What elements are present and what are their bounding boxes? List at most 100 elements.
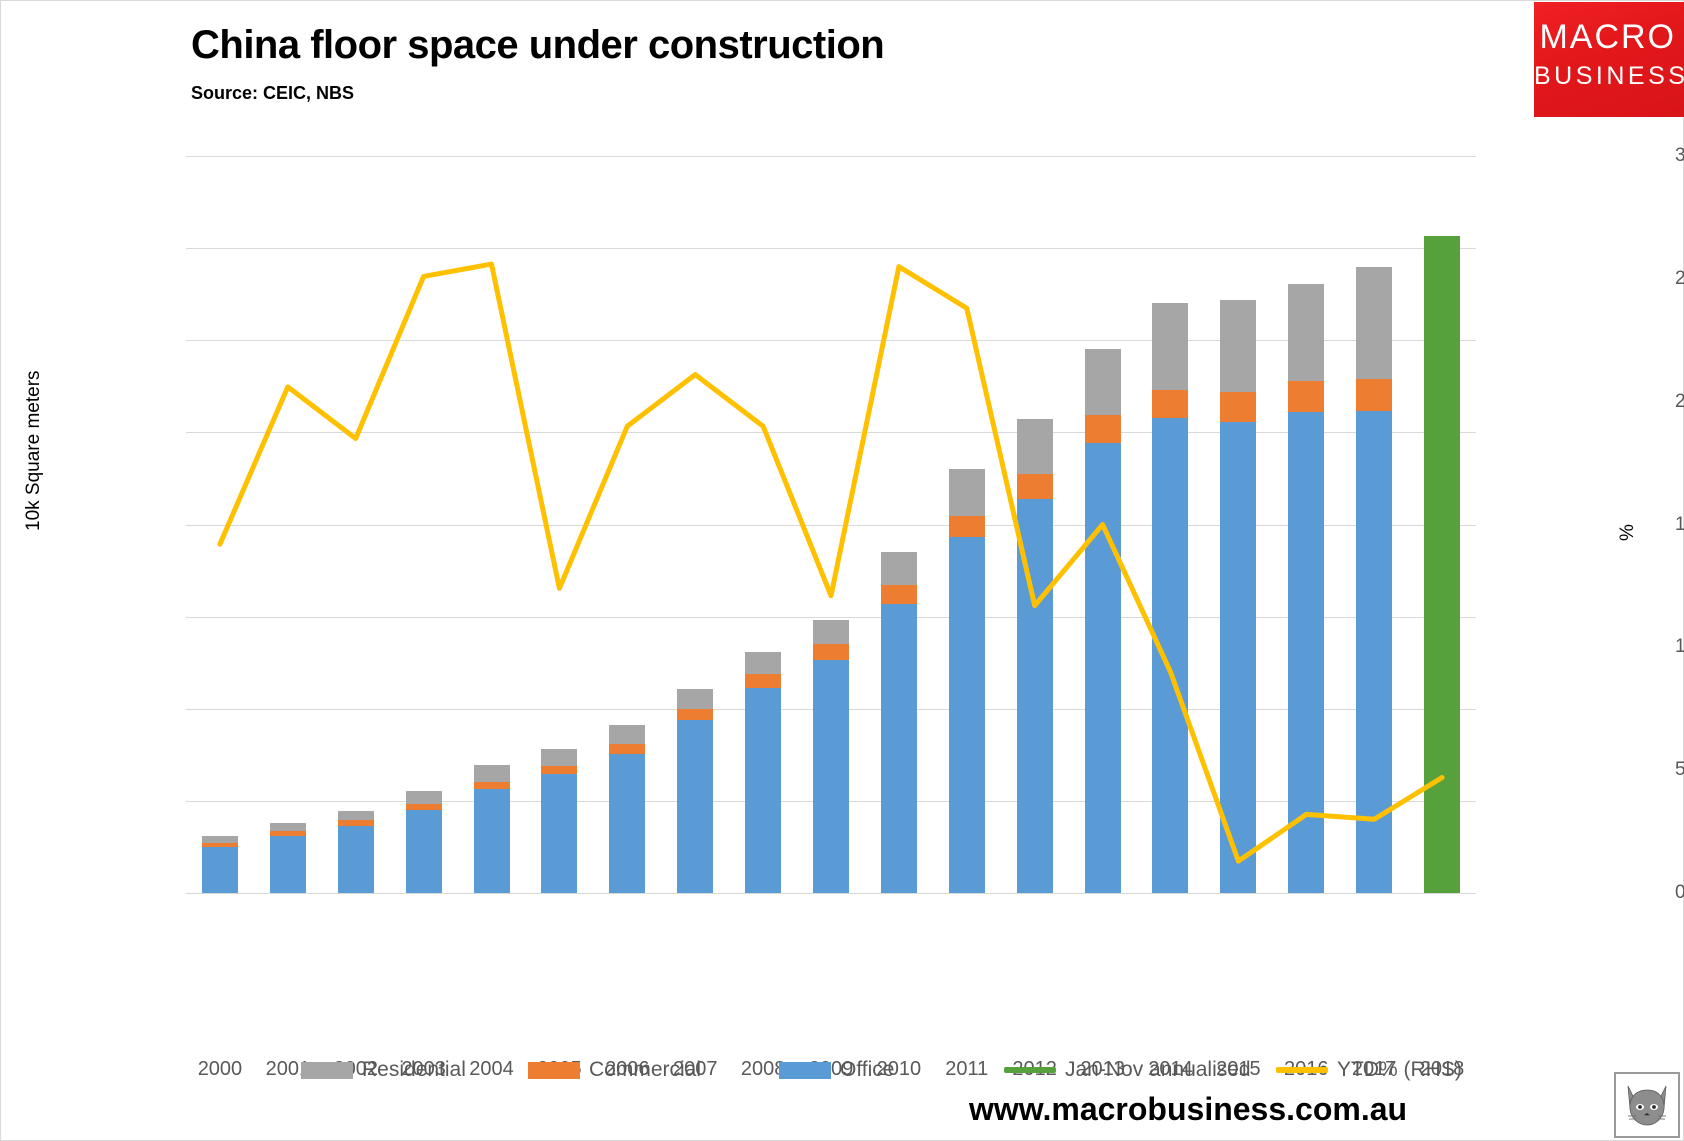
bar-segment-commercial[interactable] bbox=[813, 644, 849, 660]
bar-column[interactable] bbox=[473, 156, 510, 893]
bar-segment-residential[interactable] bbox=[337, 811, 374, 821]
bar-segment-commercial[interactable] bbox=[1152, 390, 1189, 418]
bar-segment-office[interactable] bbox=[677, 719, 714, 893]
bar-segment-residential[interactable] bbox=[948, 469, 985, 517]
bar-column[interactable] bbox=[1152, 156, 1189, 893]
bar-segment-residential[interactable] bbox=[1220, 299, 1257, 392]
bar-segment-office[interactable] bbox=[269, 835, 306, 893]
chart-legend: Residential Commercial Office Jan-Nov annua… bbox=[1, 1054, 1684, 1094]
bar-segment-office[interactable] bbox=[1016, 498, 1053, 893]
bar-segment-residential[interactable] bbox=[405, 790, 442, 804]
secondary-y-axis-tick-label: 20 bbox=[1675, 390, 1684, 412]
bar-segment-commercial[interactable] bbox=[1288, 380, 1325, 413]
gridline-y-5000000 bbox=[186, 432, 1476, 434]
bar-column[interactable] bbox=[609, 156, 646, 893]
legend-label: YTD% (RHS) bbox=[1337, 1058, 1462, 1081]
x-axis-tick-label: 2014 bbox=[1148, 1058, 1193, 1080]
bar-segment-office[interactable] bbox=[541, 774, 578, 893]
gridline-y-7000000 bbox=[186, 248, 1476, 250]
bar-segment-residential[interactable] bbox=[609, 725, 646, 744]
x-axis-tick-label: 2017 bbox=[1351, 1058, 1397, 1080]
ytd-percent-line-series bbox=[217, 261, 1445, 864]
legend-item[interactable]: YTD% (RHS) bbox=[1276, 1054, 1462, 1086]
x-axis-tick-label: 2008 bbox=[740, 1058, 786, 1080]
legend-swatch-icon bbox=[528, 1061, 580, 1079]
site-url: www.macrobusiness.com.au bbox=[969, 1091, 1408, 1127]
bar-column[interactable] bbox=[1084, 156, 1121, 893]
gridline-y-6000000 bbox=[186, 340, 1476, 342]
legend-label: Commercial bbox=[589, 1058, 702, 1081]
bar-segment-commercial[interactable] bbox=[269, 831, 306, 836]
bar-segment-residential[interactable] bbox=[1016, 418, 1053, 474]
bar-segment-office[interactable] bbox=[405, 810, 442, 893]
bar-segment-residential[interactable] bbox=[1288, 284, 1325, 381]
bar-column[interactable] bbox=[948, 156, 985, 893]
legend-item[interactable]: Jan-Nov annualised bbox=[1004, 1054, 1251, 1086]
bar-segment-commercial[interactable] bbox=[880, 585, 917, 604]
bar-segment-residential[interactable] bbox=[677, 689, 714, 709]
bar-segment-commercial[interactable] bbox=[405, 803, 442, 811]
x-axis-tick-label: 2004 bbox=[469, 1058, 514, 1080]
bar-segment-residential[interactable] bbox=[813, 620, 849, 645]
bar-segment-commercial[interactable] bbox=[677, 708, 714, 720]
bar-segment-commercial[interactable] bbox=[1016, 473, 1053, 499]
bar-segment-commercial[interactable] bbox=[337, 820, 374, 826]
bar-column[interactable] bbox=[1016, 156, 1053, 893]
legend-item[interactable]: Commercial bbox=[528, 1054, 701, 1086]
bar-segment-residential[interactable] bbox=[269, 823, 306, 832]
x-axis-tick-label: 2006 bbox=[605, 1058, 650, 1080]
bar-segment-residential[interactable] bbox=[745, 651, 782, 674]
bar-segment-residential[interactable] bbox=[473, 764, 510, 782]
bar-column[interactable] bbox=[813, 156, 849, 893]
bar-column[interactable] bbox=[337, 156, 374, 893]
bar-segment-office[interactable] bbox=[1152, 417, 1189, 893]
bar-column[interactable] bbox=[541, 156, 578, 893]
legend-label: Office bbox=[840, 1058, 895, 1081]
bar-segment-office[interactable] bbox=[880, 603, 917, 893]
bar-segment-office[interactable] bbox=[609, 753, 646, 893]
bar-segment-commercial[interactable] bbox=[541, 765, 578, 775]
bar-segment-residential[interactable] bbox=[201, 835, 238, 844]
bar-segment-office[interactable] bbox=[473, 788, 510, 893]
bar-segment-commercial[interactable] bbox=[1356, 378, 1393, 412]
bar-segment-office[interactable] bbox=[813, 659, 849, 893]
bar-column[interactable] bbox=[745, 156, 782, 893]
bar-segment-office[interactable] bbox=[745, 687, 782, 893]
x-axis-tick-label: 2015 bbox=[1216, 1058, 1261, 1080]
secondary-y-axis-tick-label: 5 bbox=[1675, 759, 1684, 781]
fox-head-glyph bbox=[1627, 1085, 1667, 1126]
secondary-y-axis-tick-label: 25 bbox=[1675, 267, 1684, 289]
bar-segment-commercial[interactable] bbox=[201, 843, 238, 847]
bar-segment-residential[interactable] bbox=[1356, 266, 1393, 379]
bar-segment-office[interactable] bbox=[948, 537, 985, 893]
bar-segment-commercial[interactable] bbox=[1084, 414, 1121, 444]
bar-segment-office[interactable] bbox=[201, 846, 238, 893]
bar-column[interactable] bbox=[677, 156, 714, 893]
legend-item[interactable]: Residential bbox=[301, 1054, 466, 1086]
bar-column[interactable] bbox=[1220, 156, 1257, 893]
chart-title: China floor space under construction bbox=[191, 23, 885, 67]
bar-column[interactable] bbox=[1356, 156, 1393, 893]
bar-segment-residential[interactable] bbox=[1152, 303, 1189, 390]
legend-label: Residential bbox=[362, 1058, 466, 1081]
bar-column[interactable] bbox=[880, 156, 917, 893]
legend-item[interactable]: Office bbox=[779, 1054, 894, 1086]
bar-segment-office[interactable] bbox=[337, 825, 374, 893]
bar-column[interactable] bbox=[201, 156, 238, 893]
bar-segment-commercial[interactable] bbox=[948, 516, 985, 538]
legend-swatch-icon bbox=[779, 1061, 831, 1079]
bar-segment-residential[interactable] bbox=[541, 749, 578, 766]
bar-segment-residential[interactable] bbox=[880, 552, 917, 586]
x-axis-tick-label: 2000 bbox=[197, 1058, 243, 1080]
bar-column[interactable] bbox=[405, 156, 442, 893]
bar-segment-residential[interactable] bbox=[1084, 348, 1121, 415]
bar-column[interactable] bbox=[269, 156, 306, 893]
bar-segment-office[interactable] bbox=[1084, 443, 1121, 893]
bar-segment-commercial[interactable] bbox=[473, 781, 510, 789]
bar-segment-office[interactable] bbox=[1220, 422, 1257, 893]
bar-segment-commercial[interactable] bbox=[1220, 391, 1257, 423]
bar-segment-commercial[interactable] bbox=[609, 743, 646, 754]
bar-segment-commercial[interactable] bbox=[745, 673, 782, 688]
gridline-y-8000000 bbox=[186, 156, 1476, 157]
